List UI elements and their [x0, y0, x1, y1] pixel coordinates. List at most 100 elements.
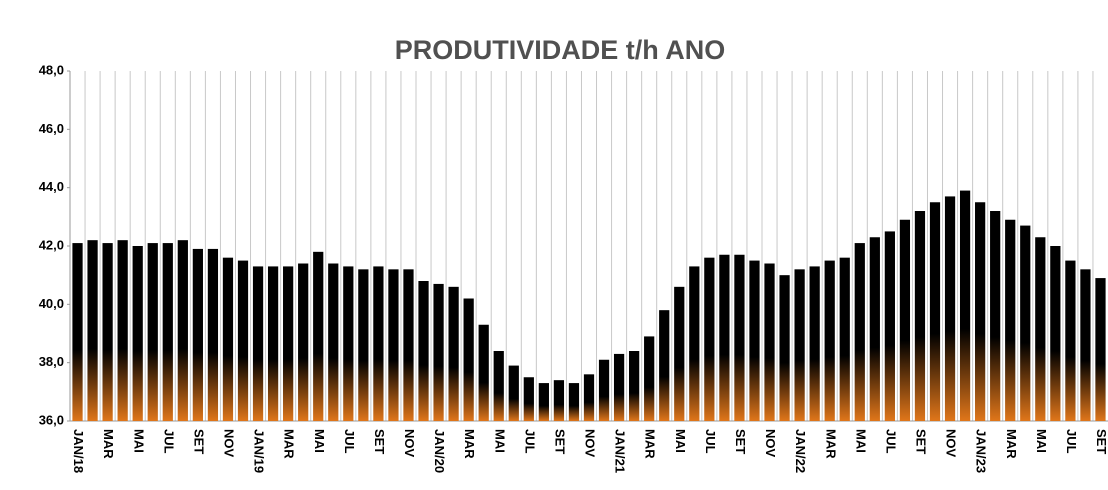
bar	[899, 219, 911, 421]
bar	[1095, 278, 1106, 421]
bar	[102, 243, 113, 421]
bar	[644, 336, 655, 421]
bar	[629, 351, 640, 421]
bar	[944, 196, 956, 421]
bar	[1080, 269, 1091, 421]
x-tick-label: MAI	[1034, 429, 1049, 453]
y-tick-label: 44,0	[39, 179, 64, 194]
bar	[719, 254, 730, 421]
bar	[553, 380, 565, 421]
bar	[252, 266, 264, 421]
chart-title: PRODUTIVIDADE t/h ANO	[395, 35, 726, 65]
bar	[824, 260, 835, 421]
bar	[493, 351, 504, 421]
x-tick-label: JUL	[703, 429, 718, 454]
y-tick-label: 42,0	[39, 237, 64, 252]
bar	[914, 211, 926, 421]
bar	[523, 377, 534, 421]
bar	[147, 243, 158, 421]
bar	[568, 383, 580, 421]
y-tick-label: 38,0	[39, 354, 64, 369]
bar	[403, 269, 414, 421]
bar	[598, 359, 610, 421]
x-tick-label: NOV	[583, 429, 598, 458]
bar	[659, 310, 670, 421]
bar	[358, 269, 369, 421]
bar	[839, 257, 850, 421]
x-tick-label: SET	[1094, 429, 1108, 454]
bar	[508, 365, 519, 421]
x-tick-label: MAR	[462, 429, 477, 459]
x-tick-label: JAN/21	[613, 429, 628, 473]
bar	[388, 269, 399, 421]
bar	[237, 260, 249, 421]
x-tick-label: MAR	[823, 429, 838, 459]
bar	[117, 240, 128, 421]
x-tick-label: SET	[191, 429, 206, 454]
x-tick-label: SET	[372, 429, 387, 454]
x-tick-label: MAI	[673, 429, 688, 453]
x-tick-label: MAI	[853, 429, 868, 453]
bar	[132, 246, 143, 421]
bar	[373, 266, 384, 421]
x-tick-label: JAN/22	[793, 429, 808, 473]
bar	[1005, 219, 1016, 421]
bar	[929, 202, 941, 421]
bar	[267, 266, 279, 421]
x-tick-label: JUL	[342, 429, 357, 454]
x-tick-label: NOV	[944, 429, 959, 458]
x-tick-label: NOV	[402, 429, 417, 458]
bar	[192, 248, 203, 421]
x-tick-label: JAN/18	[71, 429, 86, 473]
bar	[478, 324, 489, 421]
bar	[298, 263, 309, 421]
bar	[313, 251, 324, 421]
bar	[975, 202, 986, 421]
bar	[1035, 237, 1046, 421]
x-tick-label: JAN/19	[252, 429, 267, 473]
x-tick-label: MAR	[282, 429, 297, 459]
bar	[704, 257, 715, 421]
bar	[463, 298, 474, 421]
bar	[959, 190, 971, 421]
y-tick-label: 40,0	[39, 296, 64, 311]
bar	[990, 211, 1001, 421]
bar	[72, 243, 83, 421]
bar	[1065, 260, 1076, 421]
bar	[854, 243, 865, 421]
bar	[749, 260, 760, 421]
bar	[87, 240, 98, 421]
bar	[794, 269, 805, 421]
x-tick-label: MAI	[312, 429, 327, 453]
bar	[283, 266, 294, 421]
bar	[613, 353, 625, 421]
y-tick-label: 46,0	[39, 121, 64, 136]
x-tick-label: SET	[914, 429, 929, 454]
y-tick-label: 48,0	[39, 62, 64, 77]
x-tick-label: NOV	[222, 429, 237, 458]
bar	[328, 263, 339, 421]
bar	[418, 281, 429, 421]
bar	[538, 383, 549, 421]
x-tick-label: MAR	[1004, 429, 1019, 459]
x-tick-label: MAI	[492, 429, 507, 453]
x-tick-label: MAR	[101, 429, 116, 459]
bar	[869, 237, 880, 421]
bar	[343, 266, 354, 421]
x-tick-label: JUL	[161, 429, 176, 454]
bar	[207, 248, 219, 421]
x-tick-label: JUL	[883, 429, 898, 454]
x-tick-label: JAN/23	[974, 429, 989, 473]
bar	[222, 257, 234, 421]
x-tick-label: JUL	[522, 429, 537, 454]
bar	[583, 374, 595, 421]
bar	[764, 263, 775, 421]
y-tick-label: 36,0	[39, 412, 64, 427]
bar	[177, 240, 188, 421]
x-tick-label: NOV	[763, 429, 778, 458]
bar	[162, 243, 173, 421]
bar	[884, 231, 895, 421]
bar	[433, 283, 444, 421]
bar	[689, 266, 700, 421]
